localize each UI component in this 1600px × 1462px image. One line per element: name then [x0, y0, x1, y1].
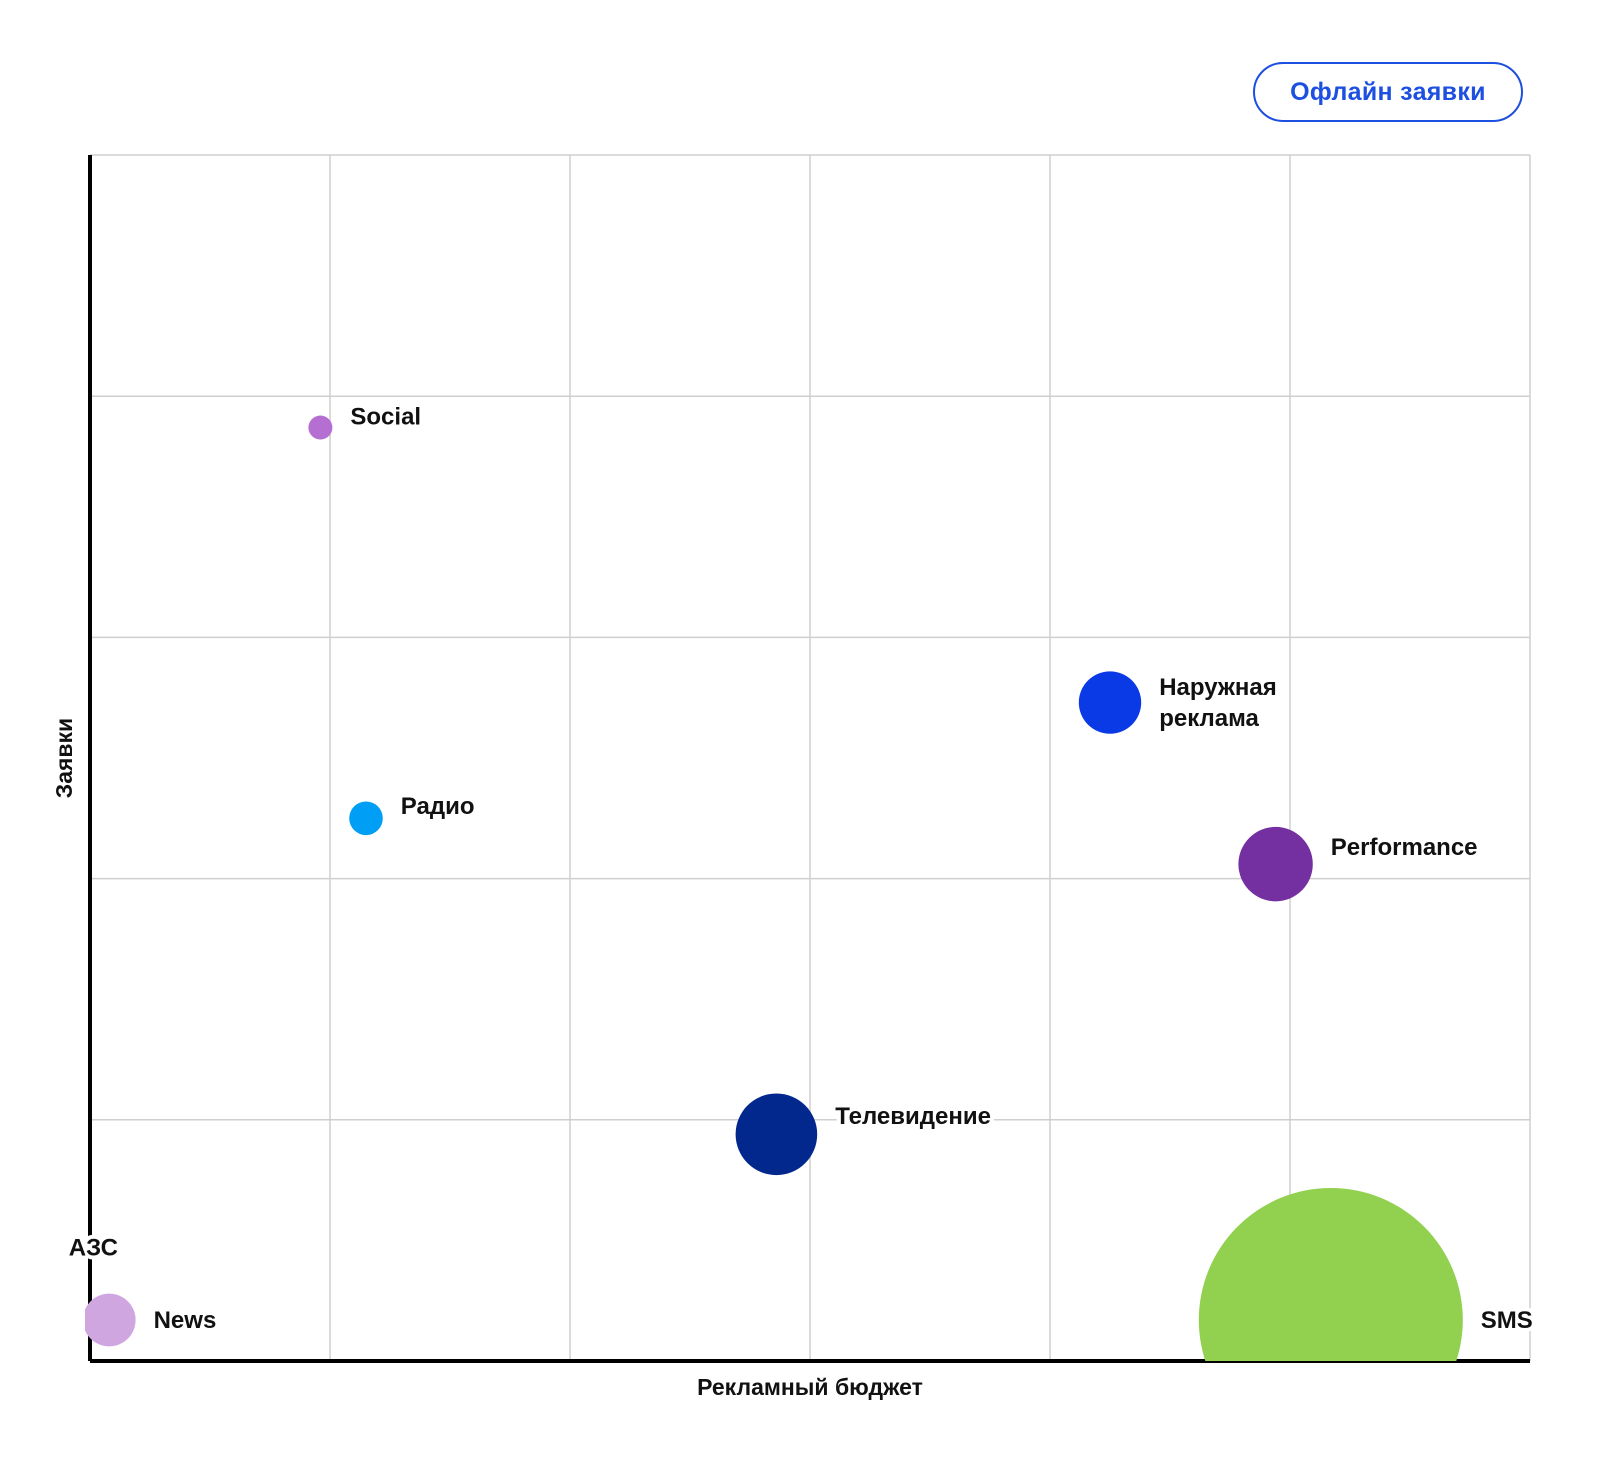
bubble-label-4: Телевидение — [835, 1103, 991, 1130]
bubble-label-7: SMS — [1481, 1307, 1533, 1334]
bubble-7 — [1198, 1188, 1463, 1361]
bubble-label-1: News — [154, 1307, 217, 1334]
bubbles — [85, 415, 1463, 1361]
bubble-label-3: Радио — [401, 793, 475, 820]
y-axis-label: Заявки — [51, 718, 77, 798]
bubble-2 — [308, 415, 333, 440]
grid — [89, 154, 1531, 1362]
bubble-labels: АЗС News Social Радио Телевидение Наружная рек… — [65, 400, 1537, 1338]
bubble-6 — [1238, 826, 1313, 902]
bubble-3 — [349, 801, 383, 836]
bubble-0 — [85, 1293, 136, 1347]
bubble-4 — [735, 1093, 818, 1176]
bubble-label-6: Performance — [1331, 834, 1478, 861]
bubble-label-5: Наружная реклама — [1159, 674, 1277, 732]
bubble-5 — [1078, 671, 1142, 734]
offline-requests-button[interactable]: Офлайн заявки — [1253, 62, 1523, 122]
x-axis-label: Рекламный бюджет — [697, 1374, 923, 1400]
bubble-label-2: Social — [350, 404, 421, 431]
bubble-label-0: АЗС — [69, 1235, 118, 1262]
